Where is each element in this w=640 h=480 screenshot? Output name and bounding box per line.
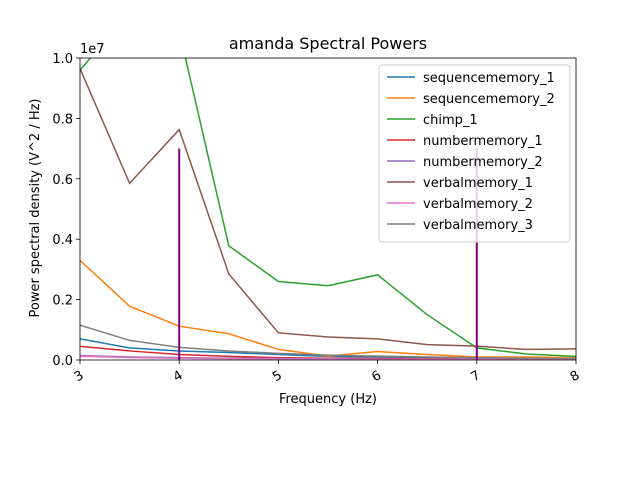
y-axis-title: Power spectral density (V^2 / Hz) (28, 98, 43, 317)
series-lines (80, 58, 576, 360)
x-axis: 3 4 5 6 7 8 (72, 360, 583, 385)
series-line-verbalmemory_2 (80, 355, 576, 360)
y-tick-label: 0.0 (52, 354, 73, 369)
x-tick-label: 8 (568, 368, 583, 385)
x-tick-label: 4 (171, 368, 186, 385)
legend-label-numbermemory_1: numbermemory_1 (423, 134, 543, 149)
y-tick-label: 1.0 (52, 52, 73, 67)
legend-label-numbermemory_2: numbermemory_2 (423, 155, 543, 170)
legend-label-verbalmemory_2: verbalmemory_2 (423, 197, 533, 212)
series-line-verbalmemory_1 (80, 68, 576, 351)
plot-frame (79, 57, 577, 361)
x-axis-title: Frequency (Hz) (279, 392, 377, 407)
y-tick-label: 0.8 (52, 112, 73, 127)
legend-box (378, 64, 571, 243)
x-tick-label: 6 (369, 368, 384, 385)
legend-label-chimp_1: chimp_1 (423, 113, 478, 128)
x-tick-label: 7 (469, 368, 484, 385)
legend-label-sequencememory_1: sequencememory_1 (423, 71, 555, 86)
chart-title: amanda Spectral Powers (229, 34, 427, 53)
y-tick-label: 0.4 (52, 233, 73, 248)
x-tick-label: 5 (270, 368, 285, 385)
legend-label-verbalmemory_3: verbalmemory_3 (423, 218, 533, 233)
series-line-verbalmemory_3 (80, 324, 576, 360)
y-axis: 0.0 0.2 0.4 0.6 0.8 1.0 (52, 52, 80, 369)
y-offset-label: 1e7 (80, 42, 105, 57)
series-line-sequencememory_2 (80, 259, 576, 359)
x-tick-label: 3 (72, 368, 87, 385)
plot-area (79, 57, 577, 361)
legend-label-sequencememory_2: sequencememory_2 (423, 92, 555, 107)
legend: sequencememory_1 sequencememory_2 chimp_1n… (378, 64, 571, 243)
y-tick-label: 0.6 (52, 173, 73, 188)
legend-label-verbalmemory_1: verbalmemory_1 (423, 176, 533, 191)
y-tick-label: 0.2 (52, 294, 73, 309)
series-line-chimp_1 (80, 58, 576, 358)
